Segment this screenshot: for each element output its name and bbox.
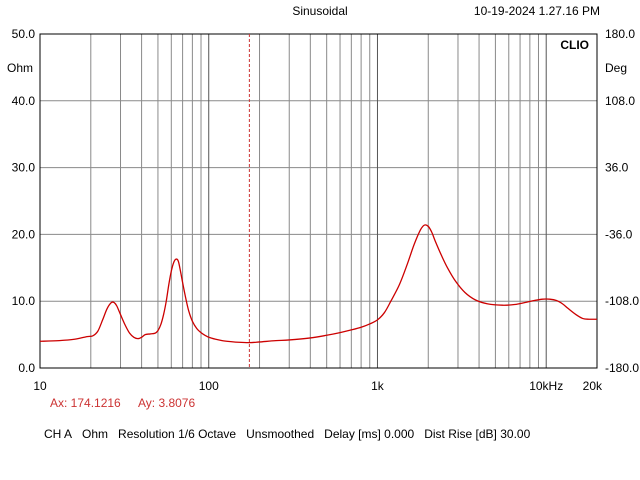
left-tick-label: 40.0 [12,94,36,108]
dist-rise-label: Dist Rise [dB] 30.00 [424,427,531,441]
x-tick-label: 10kHz [529,379,563,393]
timestamp: 10-19-2024 1.27.16 PM [474,4,600,18]
left-tick-label: 10.0 [12,294,36,308]
measurement-mode: Sinusoidal [292,4,347,18]
brand-label: CLIO [560,38,589,52]
right-tick-label: 36.0 [605,161,629,175]
left-tick-label: 0.0 [18,361,35,375]
right-axis-ticks: -180.0 -108.0 -36.0 36.0 108.0 180.0 [605,27,639,375]
cursor-x-readout: Ax: 174.1216 [50,396,121,410]
x-axis-ticks: 10 100 1k 10kHz 20k [33,379,603,393]
right-tick-label: -180.0 [605,361,639,375]
left-axis-unit: Ohm [7,61,33,75]
x-tick-label: 20k [583,379,603,393]
x-tick-label: 10 [33,379,47,393]
minor-gridlines [40,34,597,368]
right-tick-label: -108.0 [605,294,639,308]
left-tick-label: 50.0 [12,27,36,41]
x-tick-label: 100 [199,379,219,393]
right-tick-label: 108.0 [605,94,635,108]
unit-label: Ohm [82,427,109,441]
right-tick-label: 180.0 [605,27,635,41]
plot-frame [39,33,598,369]
left-tick-label: 30.0 [12,161,36,175]
delay-label: Delay [ms] 0.000 [324,427,415,441]
left-tick-label: 20.0 [12,227,36,241]
cursor-y-readout: Ay: 3.8076 [138,396,195,410]
channel-label: CH A [44,427,73,441]
x-tick-label: 1k [371,379,385,393]
right-axis-unit: Deg [605,61,627,75]
right-tick-label: -36.0 [605,227,633,241]
status-bar: CH A Ohm Resolution 1/6 Octave Unsmoothed De… [44,427,540,441]
smoothing-label: Unsmoothed [246,427,315,441]
resolution-label: Resolution 1/6 Octave [118,427,237,441]
left-axis-ticks: 0.0 10.0 20.0 30.0 40.0 50.0 [12,27,36,375]
major-gridlines [208,34,547,368]
impedance-curve [39,224,598,344]
